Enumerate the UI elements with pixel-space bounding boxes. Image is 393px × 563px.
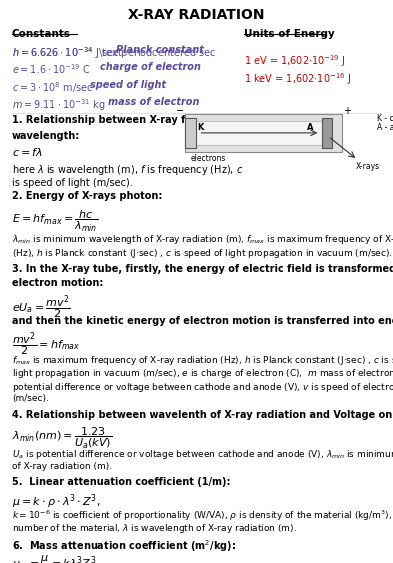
Text: electron motion:: electron motion: <box>12 278 103 288</box>
Text: $U_a$ is potential difference or voltage between cathode and anode (V), $\lambda: $U_a$ is potential difference or voltage… <box>12 448 393 461</box>
Text: $E = hf_{max} = \dfrac{hc}{\lambda_{min}}$: $E = hf_{max} = \dfrac{hc}{\lambda_{min}… <box>12 208 98 234</box>
Text: number of the material, $\lambda$ is wavelength of X-ray radiation (m).: number of the material, $\lambda$ is wav… <box>12 522 297 535</box>
Text: speed of light: speed of light <box>90 80 166 90</box>
Text: $\mu_m = \dfrac{\mu}{\rho} = k\lambda^3 Z^3$: $\mu_m = \dfrac{\mu}{\rho} = k\lambda^3 … <box>12 554 96 563</box>
Text: $c = f\lambda$: $c = f\lambda$ <box>12 146 43 158</box>
Text: electrons: electrons <box>191 154 226 163</box>
Text: $\lambda_{min}(nm) = \dfrac{1.23}{U_a(kV)}$: $\lambda_{min}(nm) = \dfrac{1.23}{U_a(kV… <box>12 426 112 451</box>
Text: A: A <box>307 123 314 132</box>
Text: 1 keV = 1,602·10$^{-16}$ J: 1 keV = 1,602·10$^{-16}$ J <box>244 71 351 87</box>
Text: and then the kinetic energy of electron motion is transferred into energy of X-r: and then the kinetic energy of electron … <box>12 316 393 327</box>
Bar <box>185 114 342 152</box>
Text: here $\lambda$ is wavelength (m), $f$ is frequency (Hz), $c$: here $\lambda$ is wavelength (m), $f$ is… <box>12 163 243 177</box>
Text: $h = 6.626 \cdot 10^{-34}$ J\textperiodcentered sec: $h = 6.626 \cdot 10^{-34}$ J\textperiodc… <box>12 45 220 61</box>
Text: wavelength:: wavelength: <box>12 131 80 141</box>
Text: light propagation in vacuum (m/sec), $e$ is charge of electron (C),  $m$ mass of: light propagation in vacuum (m/sec), $e$… <box>12 367 393 380</box>
Bar <box>322 118 332 148</box>
Text: X-rays: X-rays <box>356 162 380 171</box>
Text: Units of Energy: Units of Energy <box>244 29 334 39</box>
Text: (m/sec).: (m/sec). <box>12 394 49 403</box>
Text: $f_{max}$ is maximum frequency of X-ray radiation (Hz), $h$ is Planck constant (: $f_{max}$ is maximum frequency of X-ray … <box>12 354 393 367</box>
Text: 1 eV = 1,602·10$^{-19}$ J: 1 eV = 1,602·10$^{-19}$ J <box>244 53 345 69</box>
Text: of X-ray radiation (m).: of X-ray radiation (m). <box>12 462 112 471</box>
Text: A - anode: A - anode <box>377 123 393 132</box>
Text: 4. Relationship between wavelenth of X-ray radiation and Voltage on the tube:: 4. Relationship between wavelenth of X-r… <box>12 410 393 420</box>
Text: charge of electron: charge of electron <box>100 62 201 73</box>
Text: K - cathode: K - cathode <box>377 114 393 123</box>
Text: 6.  Mass attenuation coefficient (m$^2$/kg):: 6. Mass attenuation coefficient (m$^2$/k… <box>12 538 236 554</box>
Text: $eU_a = \dfrac{mv^2}{2}$: $eU_a = \dfrac{mv^2}{2}$ <box>12 294 71 322</box>
Text: 2. Energy of X-rays photon:: 2. Energy of X-rays photon: <box>12 191 162 202</box>
Bar <box>195 121 324 145</box>
Text: 5.  Linear attenuation coefficient (1/m):: 5. Linear attenuation coefficient (1/m): <box>12 477 230 488</box>
Text: is speed of light (m/sec).: is speed of light (m/sec). <box>12 178 132 189</box>
Text: $e = 1.6 \cdot 10^{-19}$ C: $e = 1.6 \cdot 10^{-19}$ C <box>12 62 94 77</box>
Text: $k = 10^{-6}$ is coefficient of proportionality (W/VA), $\rho$ is density of the: $k = 10^{-6}$ is coefficient of proporti… <box>12 509 393 524</box>
Text: Planck constant: Planck constant <box>116 45 204 55</box>
Text: $\lambda_{min}$ is minimum wavelength of X-ray radiation (m), $f_{max}$ is maxim: $\lambda_{min}$ is minimum wavelength of… <box>12 233 393 246</box>
Text: 3. In the X-ray tube, firstly, the energy of electric field is transformed into : 3. In the X-ray tube, firstly, the energ… <box>12 264 393 274</box>
Text: X-RAY RADIATION: X-RAY RADIATION <box>128 8 265 23</box>
Text: potential difference or voltage between cathode and anode (V), $v$ is speed of e: potential difference or voltage between … <box>12 381 393 394</box>
Text: +: + <box>343 106 351 117</box>
Text: $h = 6.626 \cdot 10^{-34}$ J·sec: $h = 6.626 \cdot 10^{-34}$ J·sec <box>12 45 123 61</box>
Text: mass of electron: mass of electron <box>108 97 200 108</box>
Text: 1. Relationship between X-ray frequency and: 1. Relationship between X-ray frequency … <box>12 115 260 126</box>
Text: (Hz), $h$ is Planck constant (J·sec) , $c$ is speed of light propagation in vacu: (Hz), $h$ is Planck constant (J·sec) , $… <box>12 247 393 260</box>
Text: $\dfrac{mv^2}{2} = hf_{max}$: $\dfrac{mv^2}{2} = hf_{max}$ <box>12 331 80 359</box>
Text: Constants: Constants <box>12 29 71 39</box>
Text: K: K <box>197 123 204 132</box>
Bar <box>185 118 196 148</box>
Text: $\mu = k \cdot \rho \cdot \lambda^3 \cdot Z^3$,: $\mu = k \cdot \rho \cdot \lambda^3 \cdo… <box>12 492 101 511</box>
Text: $m = 9.11 \cdot 10^{-31}$ kg: $m = 9.11 \cdot 10^{-31}$ kg <box>12 97 109 113</box>
Text: $c = 3 \cdot 10^{8}$ m/sec: $c = 3 \cdot 10^{8}$ m/sec <box>12 80 97 95</box>
Text: −: − <box>176 106 184 117</box>
